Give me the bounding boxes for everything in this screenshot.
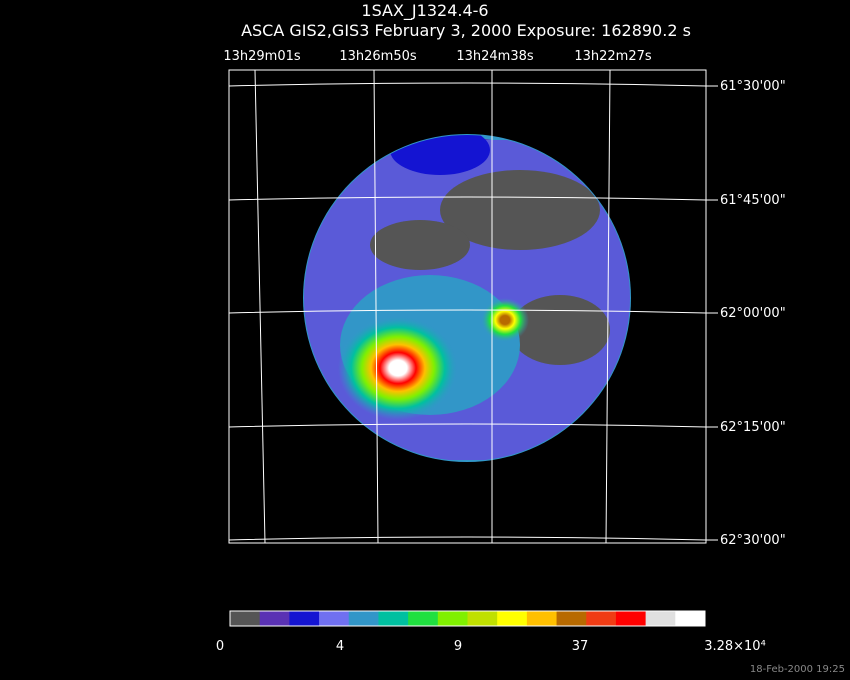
colorbar-swatch (467, 611, 498, 626)
colorbar-label: 3.28×10⁴ (704, 639, 766, 654)
dec-grid (228, 82, 707, 541)
dec-label: 62°00'00" (720, 306, 786, 321)
dec-label: 62°15'00" (720, 420, 786, 435)
frame (228, 69, 707, 544)
colorbar-swatch (645, 611, 676, 626)
colorbar-swatch (378, 611, 409, 626)
dec-label: 62°30'00" (720, 533, 786, 548)
dec-label: 61°30'00" (720, 79, 786, 94)
colorbar-swatch (319, 611, 350, 626)
colorbar-swatch (230, 611, 261, 626)
colorbar-label: 4 (336, 639, 344, 654)
colorbar-swatch (526, 611, 558, 626)
colorbar-label: 9 (454, 639, 462, 654)
colorbar: 0 4 9 37 3.28×10⁴ (216, 610, 766, 654)
colorbar-label: 0 (216, 639, 224, 654)
coordinate-grid (228, 69, 707, 544)
image (303, 134, 631, 462)
colorbar-swatch (586, 611, 617, 626)
ra-label: 13h26m50s (339, 49, 417, 64)
colorbar-swatch (437, 611, 468, 626)
colorbar-swatch (497, 611, 528, 626)
colorbar-label: 37 (572, 639, 589, 654)
colorbar-swatch (615, 611, 647, 626)
ra-grid (254, 69, 611, 544)
colorbar-border (229, 610, 706, 627)
colorbar-swatch (675, 611, 706, 626)
dec-label: 61°45'00" (720, 193, 786, 208)
ra-label: 13h29m01s (223, 49, 301, 64)
colorbar-swatch (259, 611, 290, 626)
colorbar-swatch (408, 611, 439, 626)
ra-label: 13h22m27s (574, 49, 652, 64)
title: 1SAX_J1324.4-6 (361, 1, 488, 21)
ra-label: 13h24m38s (456, 49, 534, 64)
timestamp: 18-Feb-2000 19:25 (750, 664, 845, 675)
subtitle: ASCA GIS2,GIS3 February 3, 2000 Exposure… (241, 21, 691, 40)
colorbar-swatch (556, 611, 587, 626)
colorbar-swatch (289, 611, 320, 626)
colorbar-swatch (348, 611, 379, 626)
